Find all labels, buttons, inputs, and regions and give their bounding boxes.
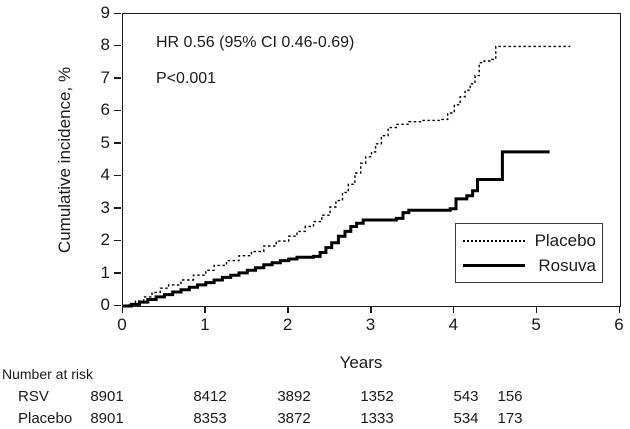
y-tick [114,77,121,79]
y-tick [114,174,121,177]
legend: Placebo Rosuva [455,223,603,283]
x-tick-label: 6 [614,315,624,334]
legend-entry-rosuva: Rosuva [456,257,602,274]
risk-value: 3892 [277,388,311,405]
hazard-ratio-annotation: HR 0.56 (95% CI 0.46-0.69) [156,34,355,51]
risk-value: 173 [497,410,523,427]
p-value-annotation: P<0.001 [156,70,217,87]
y-tick-label: 1 [100,262,110,282]
curve-placebo [123,45,571,307]
x-tick [121,307,123,313]
risk-value: 1352 [360,388,394,405]
y-tick-label: 6 [100,100,110,120]
y-tick [114,12,121,14]
legend-label-placebo: Placebo [534,231,596,250]
x-axis-label: Years [339,353,383,372]
y-tick-label: 5 [100,132,110,152]
y-tick [114,44,121,47]
y-tick-label: 2 [100,230,110,250]
x-tick-label: 3 [365,315,376,334]
x-tick [204,307,206,313]
y-tick [114,142,121,144]
y-tick [114,304,121,306]
y-tick [114,109,121,112]
y-tick [114,207,121,209]
x-tick [452,307,455,313]
y-tick-label: 3 [100,197,110,217]
risk-value: 3872 [277,410,311,427]
x-tick-label: 4 [448,315,459,334]
legend-label-rosuva: Rosuva [538,256,596,275]
risk-row-label-placebo: Placebo [18,410,73,427]
y-tick-label: 4 [100,165,110,185]
x-tick [370,307,372,313]
rosuva-solid-line-sample [463,264,525,267]
x-tick-label: 5 [531,315,541,334]
x-tick-label: 2 [282,315,293,334]
risk-value: 8353 [193,410,227,427]
risk-value: 8901 [90,410,124,427]
x-tick [618,307,620,313]
x-tick [287,307,289,313]
curve-rosuva [123,150,550,308]
risk-value: 1333 [360,410,394,427]
y-tick-label: 9 [100,3,110,22]
x-tick-label: 1 [200,315,210,334]
number-at-risk-title: Number at risk [2,366,94,382]
y-tick-label: 8 [100,35,110,55]
x-tick-label: 0 [117,315,127,334]
risk-row-label-rsv: RSV [18,388,49,405]
legend-entry-placebo: Placebo [456,232,602,249]
y-tick-label: 7 [100,67,110,87]
y-tick [114,272,121,274]
survival-curves [123,45,571,308]
y-tick [114,239,121,242]
x-tick [535,307,538,313]
placebo-dotted-line-sample [463,239,525,242]
risk-value: 543 [453,388,479,405]
plot-area [122,13,621,308]
risk-value: 156 [497,388,523,405]
risk-value: 8412 [193,388,227,405]
y-axis-label: Cumulative incidence, % [55,66,74,254]
risk-value: 8901 [90,388,124,405]
y-tick-label: 0 [100,295,110,314]
risk-value: 534 [453,410,479,427]
